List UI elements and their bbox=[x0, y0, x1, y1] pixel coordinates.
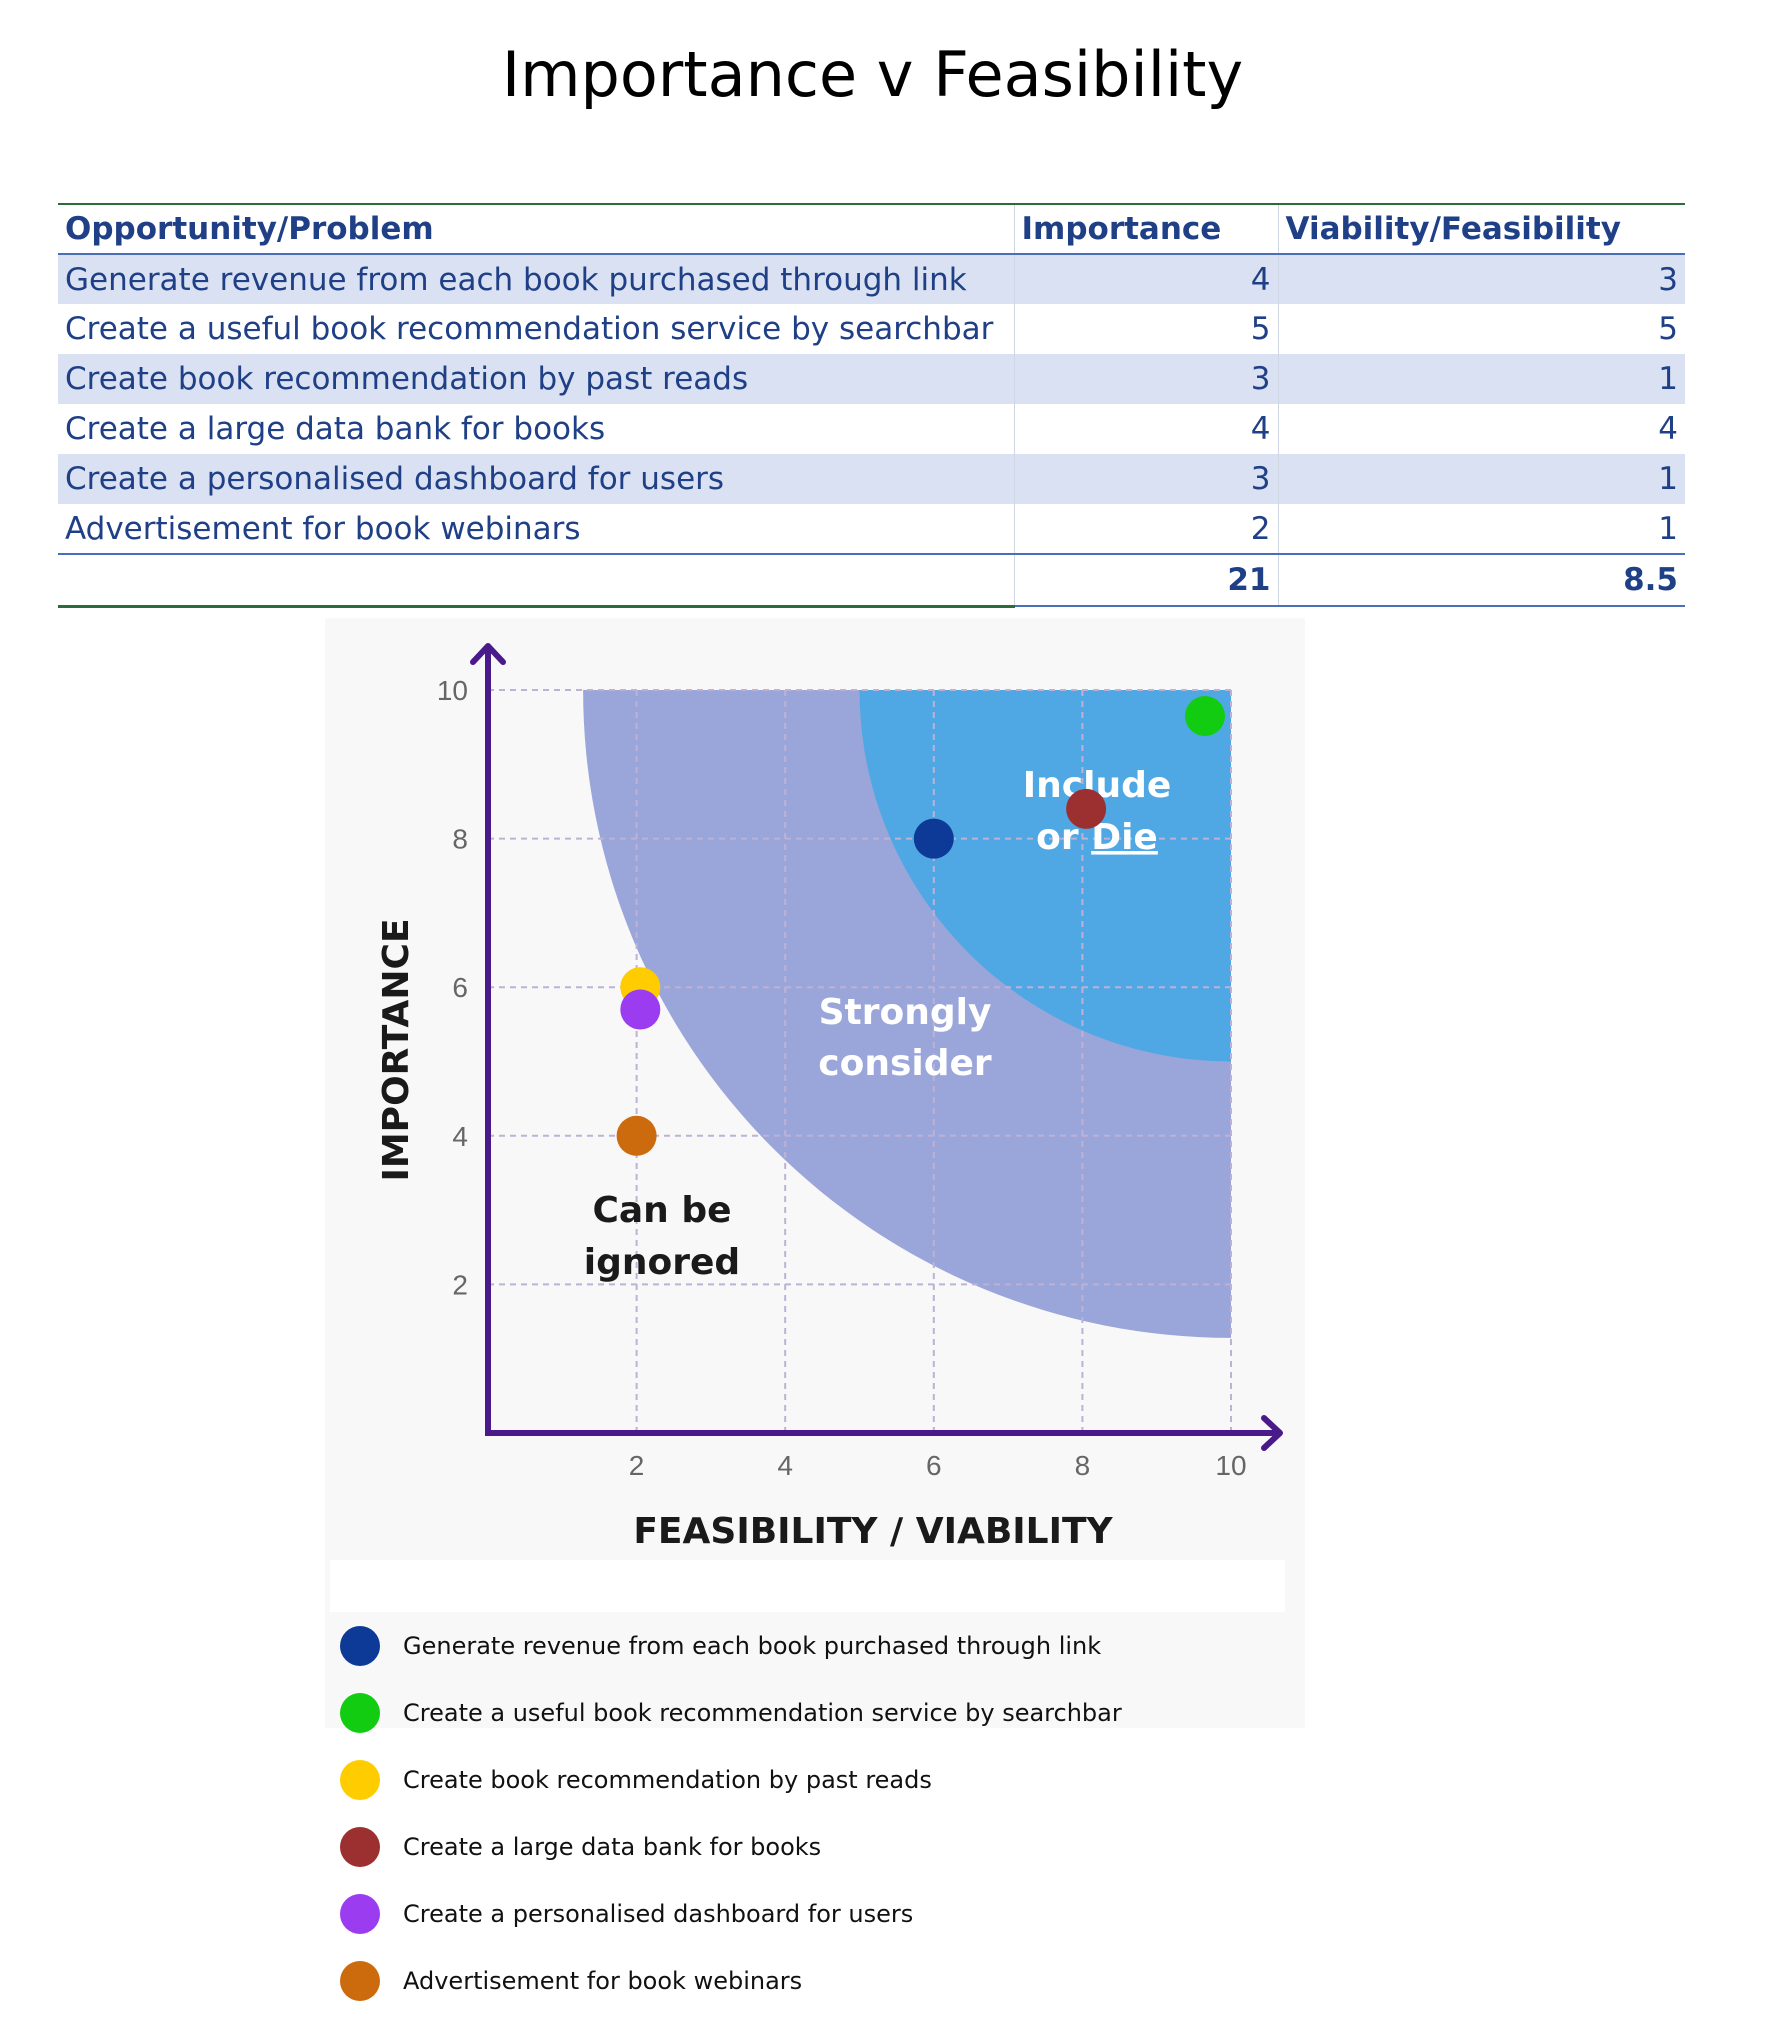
row-feasibility: 1 bbox=[1277, 354, 1685, 404]
zone-label-can-be-ignored: Can be bbox=[592, 1190, 731, 1231]
table-row: Generate revenue from each book purchase… bbox=[58, 254, 1685, 304]
legend-dot-icon bbox=[340, 1626, 380, 1666]
row-label: Create a large data bank for books bbox=[58, 404, 1014, 454]
legend-item: Create book recommendation by past reads bbox=[340, 1752, 932, 1808]
header-feasibility: Viability/Feasibility bbox=[1277, 203, 1685, 255]
x-tick-label: 6 bbox=[926, 1450, 942, 1481]
x-tick-label: 10 bbox=[1215, 1450, 1246, 1481]
row-label: Generate revenue from each book purchase… bbox=[58, 254, 1014, 304]
y-axis-arrow-icon bbox=[470, 643, 506, 665]
y-axis-title: IMPORTANCE bbox=[376, 918, 417, 1181]
x-tick-label: 2 bbox=[629, 1450, 645, 1481]
zone-label-strongly-consider: Strongly bbox=[819, 992, 992, 1033]
legend-label: Advertisement for book webinars bbox=[403, 1967, 803, 1995]
header-importance: Importance bbox=[1013, 203, 1278, 255]
score-table: Opportunity/Problem Importance Viability… bbox=[58, 203, 1685, 614]
legend-label: Create a useful book recommendation serv… bbox=[403, 1699, 1122, 1727]
row-label: Create book recommendation by past reads bbox=[58, 354, 1014, 404]
y-tick-label: 4 bbox=[452, 1121, 468, 1152]
data-point bbox=[1066, 788, 1107, 829]
table-row: Create book recommendation by past reads… bbox=[58, 354, 1685, 404]
data-point bbox=[1184, 696, 1225, 737]
legend-label: Create a personalised dashboard for user… bbox=[403, 1900, 914, 1928]
legend-item: Generate revenue from each book purchase… bbox=[340, 1618, 1101, 1674]
y-tick-label: 2 bbox=[452, 1269, 468, 1300]
table-header-row: Opportunity/Problem Importance Viability… bbox=[58, 203, 1685, 255]
y-tick-label: 10 bbox=[437, 675, 468, 706]
score-table-grid: Opportunity/Problem Importance Viability… bbox=[58, 203, 1685, 608]
total-label bbox=[58, 553, 1014, 608]
legend-dot-icon bbox=[340, 1961, 380, 2001]
row-label: Create a useful book recommendation serv… bbox=[58, 304, 1014, 354]
data-point bbox=[913, 818, 954, 859]
data-point bbox=[616, 1115, 657, 1156]
legend-item: Advertisement for book webinars bbox=[340, 1953, 802, 2009]
zone-label-die: Die bbox=[1091, 817, 1158, 858]
x-axis-title: FEASIBILITY / VIABILITY bbox=[633, 1511, 1113, 1552]
legend-dot-icon bbox=[340, 1693, 380, 1733]
page-title: Importance v Feasibility bbox=[501, 38, 1244, 111]
row-importance: 2 bbox=[1013, 504, 1278, 554]
table-row: Create a large data bank for books 4 4 bbox=[58, 404, 1685, 454]
legend-dot-icon bbox=[340, 1827, 380, 1867]
legend-dot-icon bbox=[340, 1760, 380, 1800]
zone-include-or-die bbox=[859, 690, 1231, 1062]
total-importance: 21 bbox=[1013, 553, 1278, 607]
data-point bbox=[620, 989, 661, 1030]
legend-label: Create book recommendation by past reads bbox=[403, 1766, 932, 1794]
zone-label-can-be-ignored-line2: ignored bbox=[584, 1242, 740, 1283]
row-feasibility: 1 bbox=[1277, 454, 1685, 504]
chart-panel-divider bbox=[330, 1560, 1285, 1612]
row-feasibility: 1 bbox=[1277, 504, 1685, 554]
row-importance: 5 bbox=[1013, 304, 1278, 354]
table-row: Create a personalised dashboard for user… bbox=[58, 454, 1685, 504]
row-importance: 3 bbox=[1013, 354, 1278, 404]
x-tick-label: 8 bbox=[1075, 1450, 1091, 1481]
row-feasibility: 5 bbox=[1277, 304, 1685, 354]
legend-item: Create a useful book recommendation serv… bbox=[340, 1685, 1122, 1741]
total-feasibility: 8.5 bbox=[1277, 553, 1685, 607]
row-feasibility: 4 bbox=[1277, 404, 1685, 454]
legend-label: Generate revenue from each book purchase… bbox=[403, 1632, 1102, 1660]
x-axis-arrow-icon bbox=[1261, 1415, 1283, 1451]
table-total-row: 21 8.5 bbox=[58, 553, 1685, 608]
y-tick-label: 6 bbox=[452, 972, 468, 1003]
table-row: Create a useful book recommendation serv… bbox=[58, 304, 1685, 354]
row-importance: 4 bbox=[1013, 254, 1278, 304]
zone-label-strongly-consider-line2: consider bbox=[818, 1043, 992, 1084]
legend-item: Create a personalised dashboard for user… bbox=[340, 1886, 913, 1942]
table-row: Advertisement for book webinars 2 1 bbox=[58, 504, 1685, 554]
header-opportunity: Opportunity/Problem bbox=[58, 203, 1014, 255]
row-label: Advertisement for book webinars bbox=[58, 504, 1014, 554]
y-tick-label: 8 bbox=[452, 824, 468, 855]
row-label: Create a personalised dashboard for user… bbox=[58, 454, 1014, 504]
legend-dot-icon bbox=[340, 1894, 380, 1934]
x-tick-label: 4 bbox=[777, 1450, 793, 1481]
row-feasibility: 3 bbox=[1277, 254, 1685, 304]
legend-item: Create a large data bank for books bbox=[340, 1819, 821, 1875]
legend-label: Create a large data bank for books bbox=[403, 1833, 822, 1861]
row-importance: 4 bbox=[1013, 404, 1278, 454]
row-importance: 3 bbox=[1013, 454, 1278, 504]
